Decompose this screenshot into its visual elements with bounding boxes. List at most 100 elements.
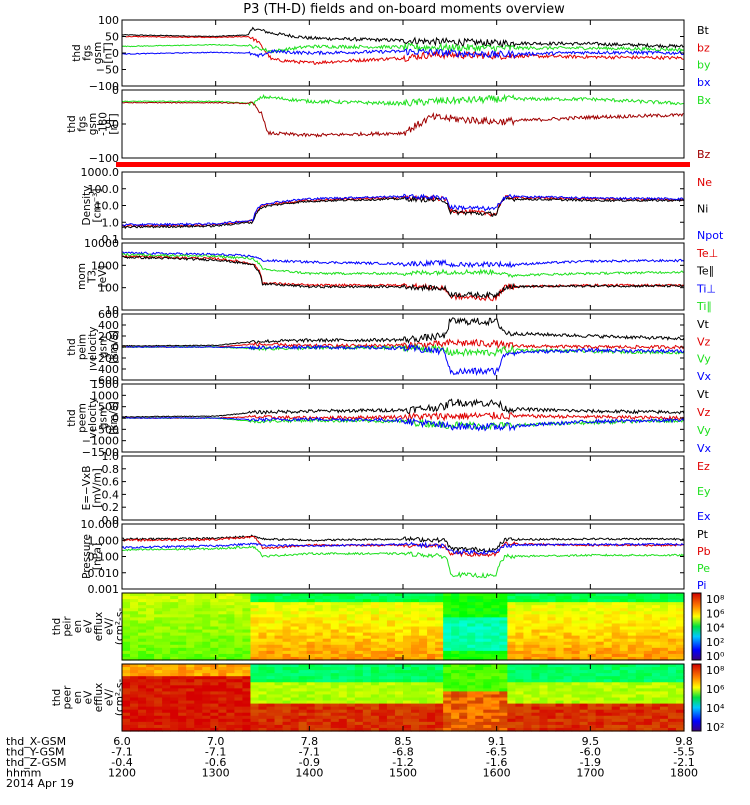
- spectrogram-cell: [675, 635, 685, 640]
- spectrogram-cell: [675, 620, 685, 625]
- spectrogram-cell: [675, 593, 685, 597]
- spectrogram-cell: [579, 709, 589, 714]
- spectrogram-cell: [523, 724, 533, 729]
- ytick-label: 50: [105, 31, 119, 44]
- spectrogram-cell: [571, 706, 581, 711]
- spectrogram-cell: [627, 724, 637, 729]
- spectrogram-cell: [346, 694, 356, 699]
- legend-entry: Ex: [697, 510, 711, 523]
- spectrogram-cell: [186, 691, 195, 696]
- spectrogram-cell: [290, 709, 300, 714]
- spectrogram-cell: [419, 682, 428, 686]
- spectrogram-cell: [242, 682, 252, 686]
- spectrogram-cell: [595, 632, 605, 637]
- spectrogram-cell: [162, 706, 171, 711]
- spectrogram-cell: [419, 664, 428, 668]
- spectrogram-cell: [170, 712, 179, 717]
- spectrogram-cell: [234, 715, 244, 720]
- spectrogram-cell: [202, 644, 211, 649]
- spectrogram-cell: [370, 656, 380, 661]
- spectrogram-cell: [419, 697, 428, 702]
- spectrogram-cell: [531, 599, 541, 603]
- spectrogram-cell: [242, 593, 252, 597]
- spectrogram-cell: [298, 709, 308, 714]
- spectrogram-cell: [290, 667, 300, 671]
- spectrogram-cell: [226, 614, 235, 618]
- spectrogram-cell: [467, 656, 476, 661]
- spectrogram-cell: [162, 632, 171, 637]
- spectrogram-cell: [627, 650, 637, 655]
- spectrogram-cell: [314, 724, 324, 729]
- spectrogram-cell: [234, 656, 244, 661]
- spectrogram-cell: [571, 605, 581, 609]
- spectrogram-cell: [459, 682, 468, 686]
- spectrogram-cell: [186, 727, 195, 732]
- spectrogram-cell: [362, 667, 372, 671]
- spectrogram-cell: [651, 697, 661, 702]
- spectrogram-cell: [138, 650, 147, 655]
- spectrogram-cell: [587, 608, 597, 612]
- spectrogram-cell: [386, 679, 396, 683]
- spectrogram-cell: [555, 727, 565, 732]
- spectrogram-cell: [234, 641, 244, 646]
- spectrogram-cell: [242, 632, 252, 637]
- spectrogram-cell: [539, 611, 549, 615]
- spectrogram-cell: [266, 614, 276, 618]
- spectrogram-cell: [122, 697, 131, 702]
- spectrogram-cell: [298, 715, 308, 720]
- spectrogram-cell: [635, 712, 645, 717]
- spectrogram-cell: [298, 718, 308, 723]
- spectrogram-cell: [451, 670, 460, 674]
- spectrogram-cell: [635, 700, 645, 705]
- spectrogram-cell: [170, 670, 179, 674]
- spectrogram-cell: [354, 703, 364, 708]
- spectrogram-cell: [226, 670, 235, 674]
- spectrogram-cell: [507, 599, 516, 603]
- spectrogram-cell: [314, 617, 324, 622]
- spectrogram-cell: [659, 635, 669, 640]
- spectrogram-cell: [234, 638, 244, 643]
- spectrogram-cell: [394, 623, 404, 628]
- spectrogram-cell: [258, 721, 268, 726]
- spectrogram-cell: [170, 638, 179, 643]
- spectrogram-cell: [138, 694, 147, 699]
- spectrogram-cell: [475, 596, 484, 600]
- spectrogram-cell: [459, 656, 468, 661]
- spectrogram-cell: [146, 608, 155, 612]
- spectrogram-cell: [475, 614, 484, 618]
- spectrogram-cell: [571, 664, 581, 668]
- spectrogram-cell: [346, 605, 356, 609]
- spectrogram-cell: [138, 706, 147, 711]
- spectrogram-cell: [555, 599, 565, 603]
- spectrogram-cell: [298, 629, 308, 634]
- spectrogram-cell: [202, 596, 211, 600]
- spectrogram-cell: [146, 691, 155, 696]
- ylabel-line: [mV/m]: [92, 468, 104, 507]
- spectrogram-cell: [507, 596, 516, 600]
- spectrogram-cell: [507, 632, 516, 637]
- spectrogram-cell: [338, 679, 348, 683]
- spectrogram-cell: [354, 670, 364, 674]
- ylabel-line: thd: [66, 338, 78, 355]
- spectrogram-cell: [154, 709, 163, 714]
- spectrogram-cell: [138, 712, 147, 717]
- spectrogram-cell: [571, 694, 581, 699]
- spectrogram-cell: [130, 694, 139, 699]
- spectrogram-cell: [274, 721, 284, 726]
- spectrogram-cell: [595, 611, 605, 615]
- spectrogram-cell: [675, 685, 685, 689]
- legend-entry: Vz: [697, 335, 711, 348]
- spectrogram-cell: [491, 703, 500, 708]
- spectrogram-cell: [274, 700, 284, 705]
- spectrogram-cell: [603, 727, 613, 732]
- spectrogram-cell: [563, 664, 573, 668]
- spectrogram-cell: [515, 712, 525, 717]
- spectrogram-cell: [419, 727, 428, 732]
- spectrogram-cell: [362, 596, 372, 600]
- spectrogram-cell: [635, 670, 645, 674]
- spectrogram-cell: [563, 703, 573, 708]
- spectrogram-cell: [122, 709, 131, 714]
- spectrogram-cell: [322, 644, 332, 649]
- spectrogram-cell: [411, 599, 420, 603]
- spectrogram-cell: [635, 596, 645, 600]
